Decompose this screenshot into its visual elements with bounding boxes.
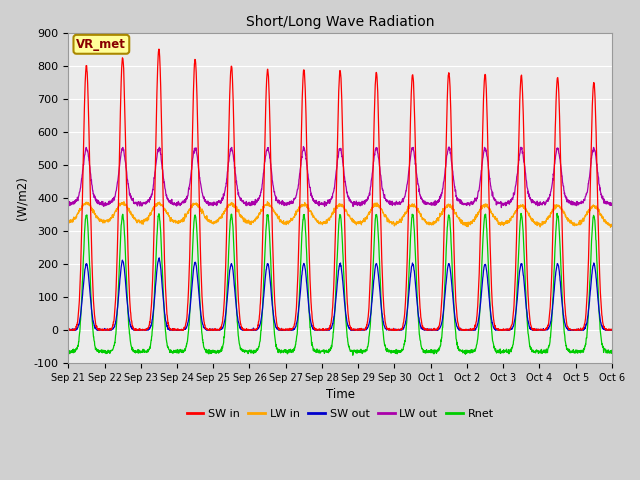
Line: Rnet: Rnet [68, 214, 612, 355]
SW in [65, 327, 72, 333]
SW in [65, 327, 72, 333]
Title: Short/Long Wave Radiation: Short/Long Wave Radiation [246, 15, 435, 29]
Rnet [561, 330, 568, 336]
LW in [607, 225, 614, 230]
SW out [499, 327, 506, 333]
SW in [368, 216, 376, 222]
Rnet [608, 348, 616, 353]
LW out [300, 144, 307, 149]
Line: SW in: SW in [68, 49, 612, 330]
Rnet [65, 347, 72, 353]
SW out [356, 326, 364, 332]
Y-axis label: (W/m2): (W/m2) [15, 176, 28, 220]
LW in [264, 199, 271, 204]
SW out [156, 255, 163, 261]
Rnet [575, 348, 583, 354]
SW in [155, 46, 163, 52]
LW out [499, 202, 506, 207]
Rnet [356, 348, 364, 354]
Legend: SW in, LW in, SW out, LW out, Rnet: SW in, LW in, SW out, LW out, Rnet [182, 405, 498, 423]
Line: LW in: LW in [68, 202, 612, 228]
LW out [608, 202, 616, 208]
Rnet [553, 211, 561, 216]
SW in [608, 327, 616, 333]
Rnet [368, 295, 376, 301]
LW out [497, 205, 505, 211]
SW in [575, 326, 583, 332]
LW in [575, 221, 583, 227]
SW out [216, 327, 224, 333]
LW out [216, 200, 224, 205]
SW in [216, 325, 224, 331]
LW out [356, 200, 364, 205]
LW in [499, 221, 506, 227]
Line: LW out: LW out [68, 146, 612, 208]
LW out [368, 175, 376, 180]
LW in [356, 221, 364, 227]
LW out [575, 201, 583, 206]
LW in [65, 219, 72, 225]
Rnet [349, 352, 356, 358]
Text: VR_met: VR_met [76, 38, 126, 51]
SW in [356, 327, 364, 333]
Line: SW out: SW out [68, 258, 612, 330]
SW in [499, 327, 506, 333]
LW out [65, 201, 72, 206]
SW out [65, 327, 72, 333]
X-axis label: Time: Time [326, 388, 355, 401]
Rnet [216, 348, 224, 354]
SW out [575, 327, 583, 333]
SW out [560, 316, 568, 322]
LW in [216, 215, 224, 221]
LW out [561, 191, 568, 197]
LW in [608, 222, 616, 228]
SW out [608, 327, 616, 333]
Rnet [499, 350, 506, 356]
LW in [560, 210, 568, 216]
SW out [368, 300, 376, 306]
SW in [561, 293, 568, 299]
LW in [368, 206, 376, 212]
